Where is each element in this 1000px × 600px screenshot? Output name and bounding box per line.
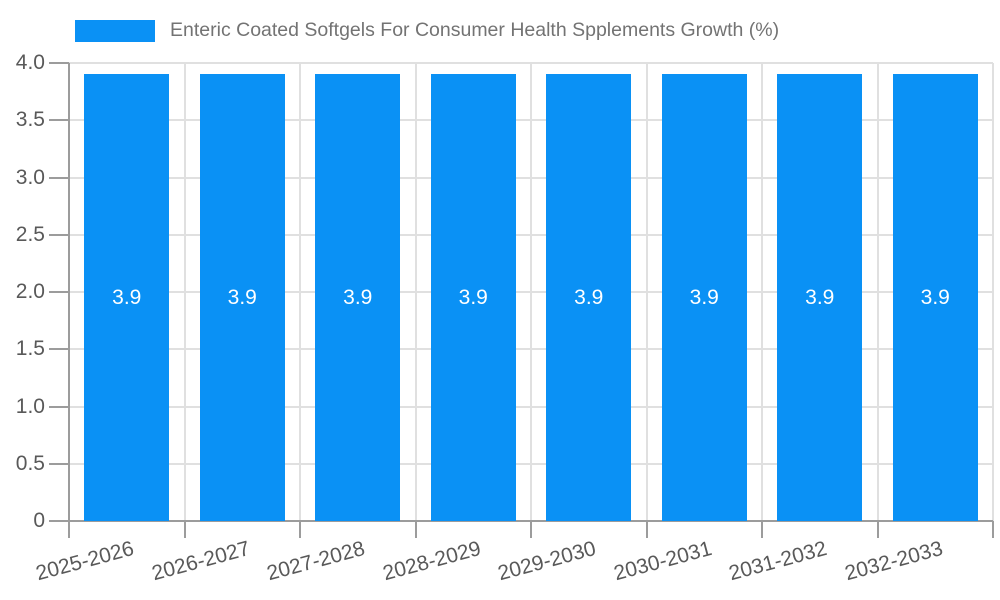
y-axis-label: 2.0	[15, 280, 45, 303]
y-axis-tick	[49, 62, 69, 64]
v-gridline	[761, 63, 763, 521]
v-gridline	[414, 63, 417, 521]
legend-label: Enteric Coated Softgels For Consumer Hea…	[170, 19, 780, 41]
y-axis-label: 0.5	[15, 451, 45, 475]
x-axis-label: 2029-2030	[495, 537, 599, 586]
v-gridline	[530, 63, 532, 521]
bar	[430, 74, 516, 521]
x-axis-label: 2030-2031	[611, 537, 715, 586]
v-gridline	[299, 63, 301, 521]
y-axis-label: 1.5	[15, 337, 45, 361]
bar-value-label: 3.9	[689, 285, 719, 309]
y-axis-label: 1.0	[15, 394, 45, 418]
y-axis-label: 4.0	[15, 51, 45, 74]
bar	[546, 74, 632, 521]
y-axis-tick	[49, 176, 69, 179]
x-axis-label: 2027-2028	[264, 537, 368, 586]
x-axis-tick	[183, 521, 186, 538]
bar-value-label: 3.9	[227, 285, 257, 309]
v-gridline	[183, 63, 186, 521]
bar	[661, 74, 747, 521]
x-axis-label: 2031-2032	[726, 537, 830, 586]
x-axis-tick	[645, 521, 648, 538]
y-axis-label: 0	[33, 509, 45, 532]
legend-swatch	[75, 19, 155, 42]
v-gridline	[645, 63, 648, 521]
y-axis-line	[68, 63, 70, 538]
x-axis-tick	[761, 521, 763, 538]
x-axis-tick	[414, 521, 417, 538]
y-axis-tick	[49, 119, 69, 122]
y-axis-tick	[49, 233, 69, 236]
x-axis-label: 2025-2026	[33, 537, 137, 586]
bar	[315, 74, 401, 521]
x-axis-label: 2028-2029	[380, 537, 484, 586]
x-axis-tick	[992, 521, 994, 538]
bar-value-label: 3.9	[343, 285, 373, 309]
bar	[892, 74, 978, 521]
x-axis-tick	[876, 521, 879, 538]
bar-value-label: 3.9	[112, 285, 142, 309]
bar	[199, 74, 285, 521]
bar-value-label: 3.9	[574, 285, 604, 309]
x-axis-tick	[530, 521, 532, 538]
y-axis-label: 3.5	[15, 108, 45, 132]
bar-value-label: 3.9	[805, 285, 835, 309]
v-gridline	[992, 63, 994, 521]
y-axis-tick	[49, 348, 69, 351]
legend: Enteric Coated Softgels For Consumer Hea…	[75, 19, 779, 42]
bar	[84, 74, 170, 521]
y-axis-label: 2.5	[15, 222, 45, 246]
bar-value-label: 3.9	[920, 285, 950, 309]
bar-value-label: 3.9	[458, 285, 488, 309]
v-gridline	[876, 63, 879, 521]
x-axis-line	[49, 520, 993, 522]
y-axis-tick	[49, 462, 69, 465]
y-axis-tick	[49, 291, 69, 293]
x-axis-tick	[299, 521, 301, 538]
y-axis-tick	[49, 405, 69, 408]
x-axis-label: 2032-2033	[842, 537, 946, 586]
x-axis-label: 2026-2027	[149, 537, 253, 586]
bar	[777, 74, 863, 521]
y-axis-label: 3.0	[15, 165, 45, 189]
